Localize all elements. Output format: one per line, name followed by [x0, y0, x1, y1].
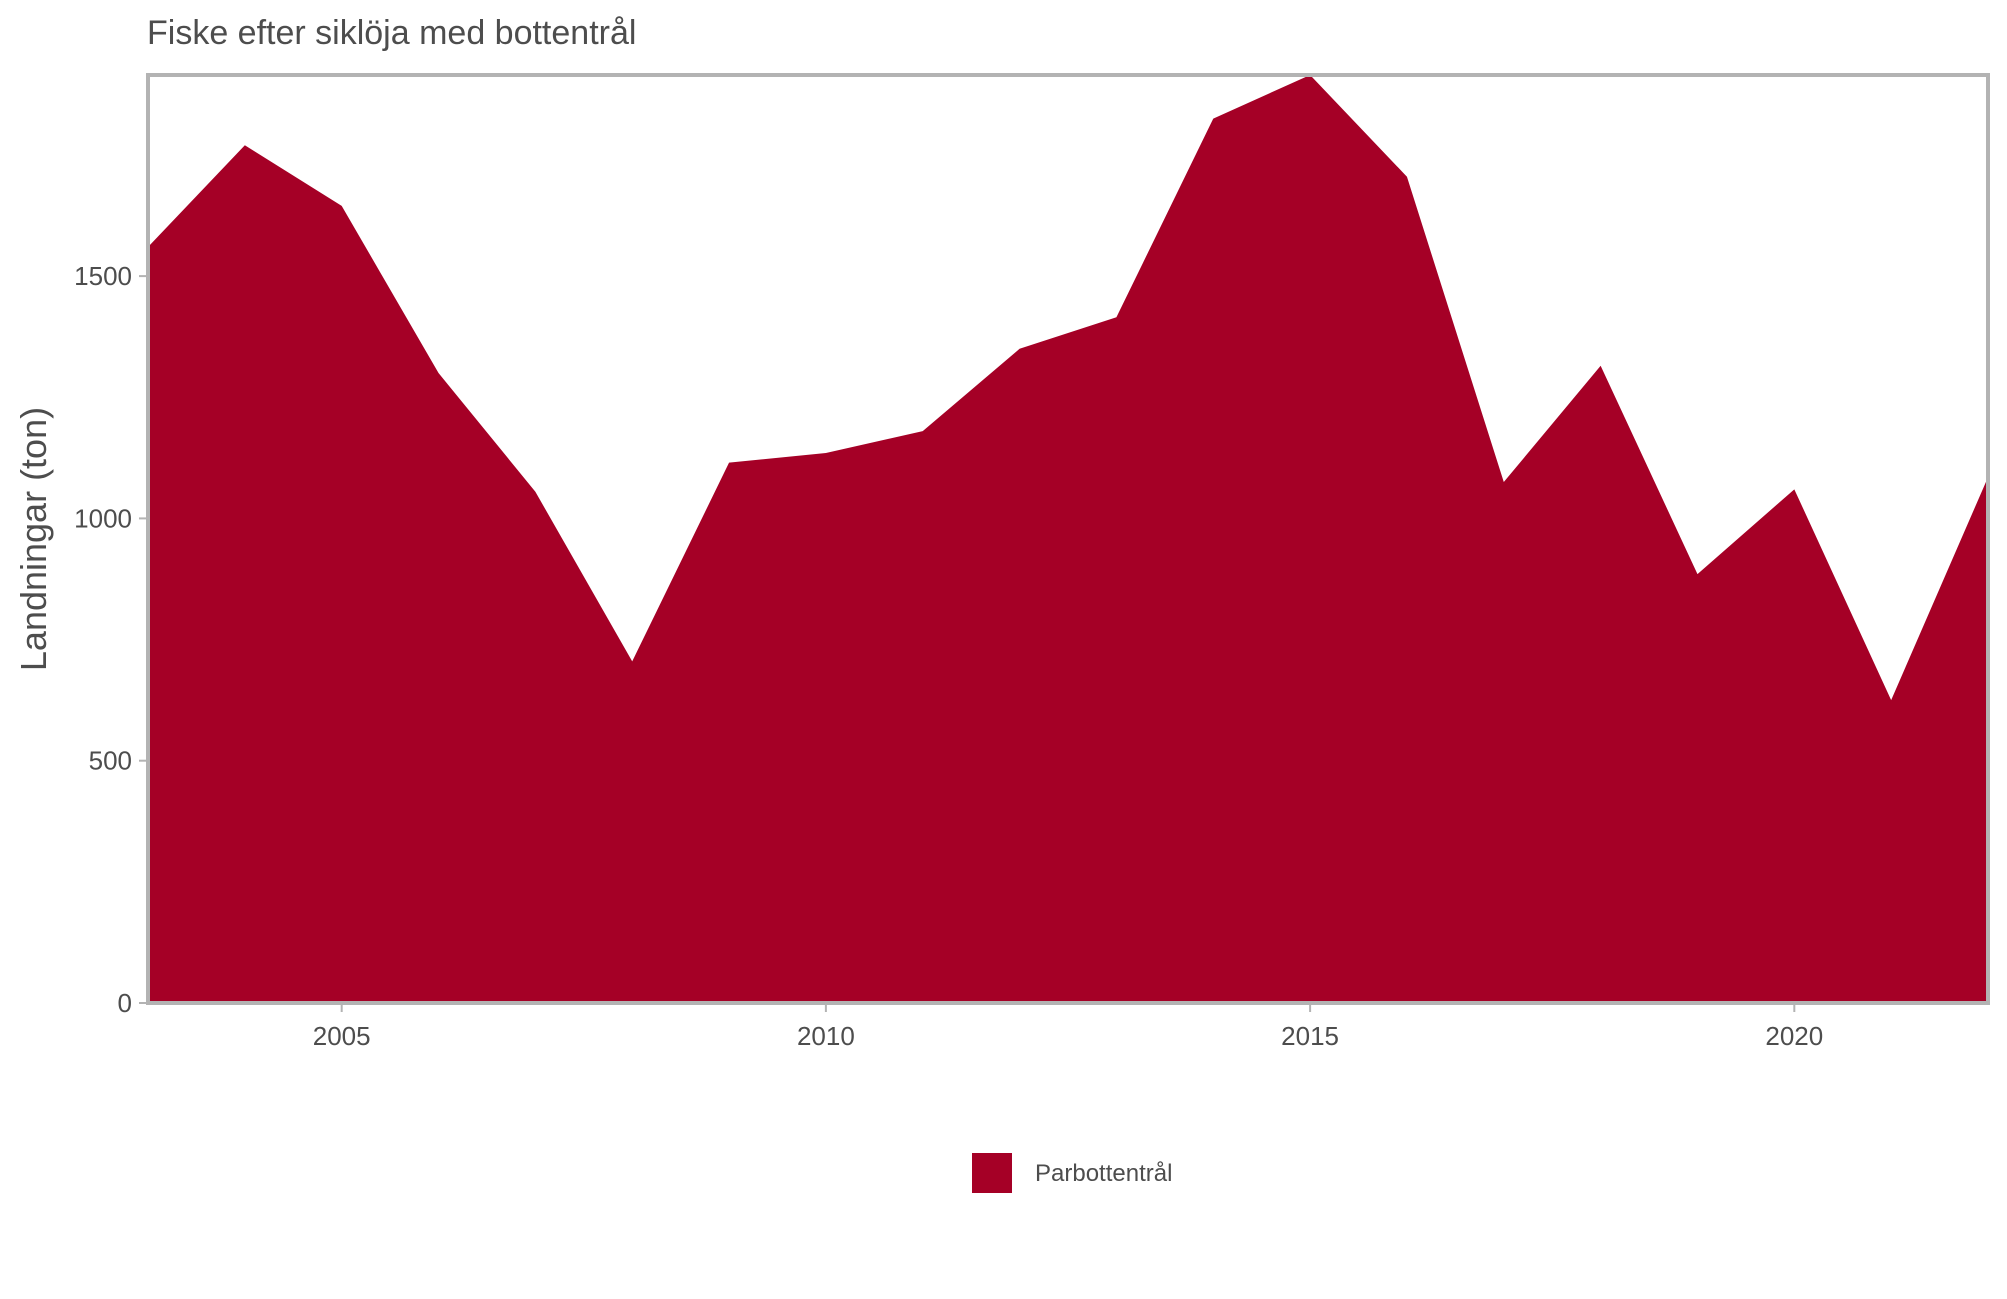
y-tick-label-500: 500 [89, 746, 132, 776]
panel-border [146, 73, 1990, 1005]
x-tick-label-2020: 2020 [1765, 1021, 1823, 1051]
y-axis: 0 500 1000 1500 [74, 261, 148, 1018]
y-tick-label-1000: 1000 [74, 503, 132, 533]
chart-title: Fiske efter siklöja med bottentrål [147, 14, 636, 52]
x-tick-label-2015: 2015 [1281, 1021, 1339, 1051]
legend-label-parbottentral: Parbottentrål [1035, 1160, 1172, 1187]
y-tick-label-1500: 1500 [74, 261, 132, 291]
y-axis-title: Landningar (ton) [13, 407, 54, 671]
legend: Parbottentrål [972, 1153, 1172, 1193]
x-tick-label-2010: 2010 [797, 1021, 855, 1051]
area-series-0 [148, 75, 1988, 1003]
x-axis: 2005 2010 2015 2020 [313, 1003, 1823, 1051]
legend-swatch-parbottentral [972, 1153, 1012, 1193]
y-tick-label-0: 0 [118, 988, 132, 1018]
x-tick-label-2005: 2005 [313, 1021, 371, 1051]
plot-area [148, 75, 1988, 1003]
